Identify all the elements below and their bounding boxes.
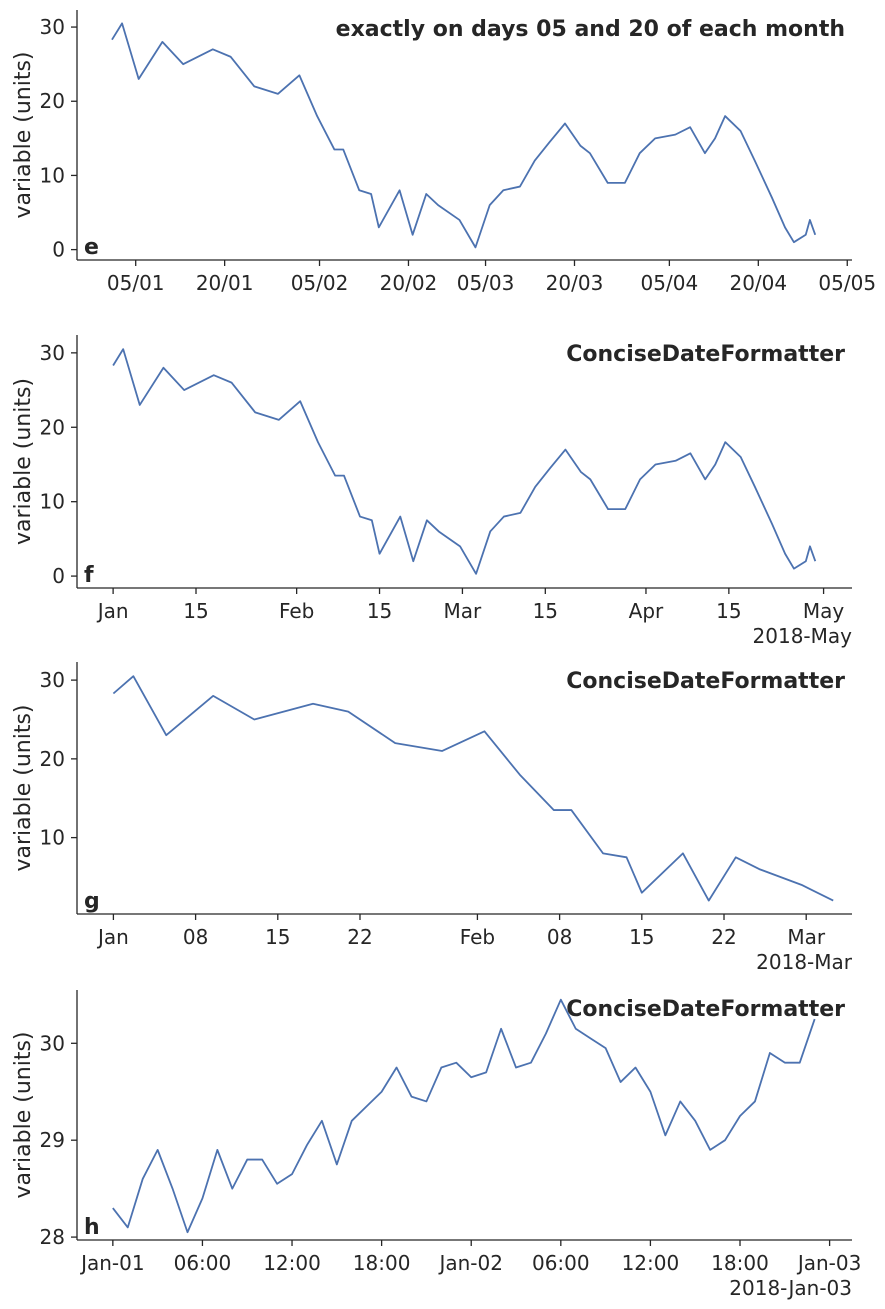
data-line <box>112 998 816 1234</box>
y-tick-label: 30 <box>40 15 65 39</box>
x-tick-label: 18:00 <box>353 1251 411 1275</box>
panel-label: e <box>84 235 99 260</box>
chart-title: exactly on days 05 and 20 of each month <box>336 17 845 42</box>
x-tick-label: 05/01 <box>107 271 165 295</box>
x-tick-label: 18:00 <box>711 1251 769 1275</box>
x-tick-label: Apr <box>629 599 664 623</box>
y-tick-label: 10 <box>40 490 65 514</box>
x-tick-label: 15 <box>533 599 558 623</box>
y-tick-label: 28 <box>40 1225 65 1249</box>
chart-title: ConciseDateFormatter <box>566 669 845 694</box>
x-tick-label: 12:00 <box>622 1251 680 1275</box>
x-tick-label: Jan <box>96 599 129 623</box>
x-tick-label: Jan-02 <box>437 1251 503 1275</box>
y-tick-label: 30 <box>40 1031 65 1055</box>
x-tick-label: 20/03 <box>546 271 604 295</box>
offset-label: 2018-Jan-03 <box>729 1276 852 1300</box>
panel-label: g <box>84 889 100 914</box>
offset-label: 2018-Mar <box>756 950 853 974</box>
x-tick-label: 06:00 <box>532 1251 590 1275</box>
y-tick-label: 10 <box>40 826 65 850</box>
x-tick-label: 15 <box>265 925 290 949</box>
data-line <box>112 675 834 902</box>
x-tick-label: 08 <box>547 925 572 949</box>
x-tick-label: 22 <box>711 925 736 949</box>
y-tick-label: 10 <box>40 163 65 187</box>
y-axis-label: variable (units) <box>11 52 36 219</box>
offset-label: 2018-May <box>753 624 853 648</box>
x-tick-label: Jan-01 <box>79 1251 145 1275</box>
x-tick-label: 12:00 <box>263 1251 321 1275</box>
chart-title: ConciseDateFormatter <box>566 342 845 367</box>
x-tick-label: 22 <box>347 925 372 949</box>
y-tick-label: 30 <box>40 668 65 692</box>
y-axis-label: variable (units) <box>11 1032 36 1199</box>
y-tick-label: 0 <box>52 564 65 588</box>
x-tick-label: 15 <box>183 599 208 623</box>
x-tick-label: 08 <box>183 925 208 949</box>
x-tick-label: 05/03 <box>457 271 515 295</box>
x-tick-label: 05/05 <box>818 271 876 295</box>
y-tick-label: 20 <box>40 415 65 439</box>
x-tick-label: 20/04 <box>729 271 787 295</box>
y-tick-label: 30 <box>40 341 65 365</box>
y-axis-label: variable (units) <box>11 378 36 545</box>
panel-label: f <box>84 563 94 588</box>
x-tick-label: Feb <box>460 925 495 949</box>
data-line <box>112 348 817 575</box>
x-tick-label: 05/04 <box>641 271 699 295</box>
x-tick-label: 15 <box>367 599 392 623</box>
x-tick-label: Jan <box>96 925 129 949</box>
x-tick-label: 06:00 <box>174 1251 232 1275</box>
y-tick-label: 20 <box>40 89 65 113</box>
chart-title: ConciseDateFormatter <box>566 997 845 1022</box>
x-tick-label: 15 <box>629 925 654 949</box>
x-tick-label: May <box>803 599 845 623</box>
y-tick-label: 0 <box>52 238 65 262</box>
y-tick-label: 20 <box>40 747 65 771</box>
panel-label: h <box>84 1215 100 1240</box>
data-line <box>111 22 817 249</box>
y-axis-label: variable (units) <box>11 705 36 872</box>
x-tick-label: Feb <box>279 599 314 623</box>
x-tick-label: 20/02 <box>380 271 438 295</box>
x-tick-label: 15 <box>716 599 741 623</box>
x-tick-label: Mar <box>444 599 483 623</box>
x-tick-label: Jan-03 <box>796 1251 862 1275</box>
x-tick-label: 20/01 <box>196 271 254 295</box>
x-tick-label: Mar <box>787 925 826 949</box>
x-tick-label: 05/02 <box>291 271 349 295</box>
y-tick-label: 29 <box>40 1128 65 1152</box>
